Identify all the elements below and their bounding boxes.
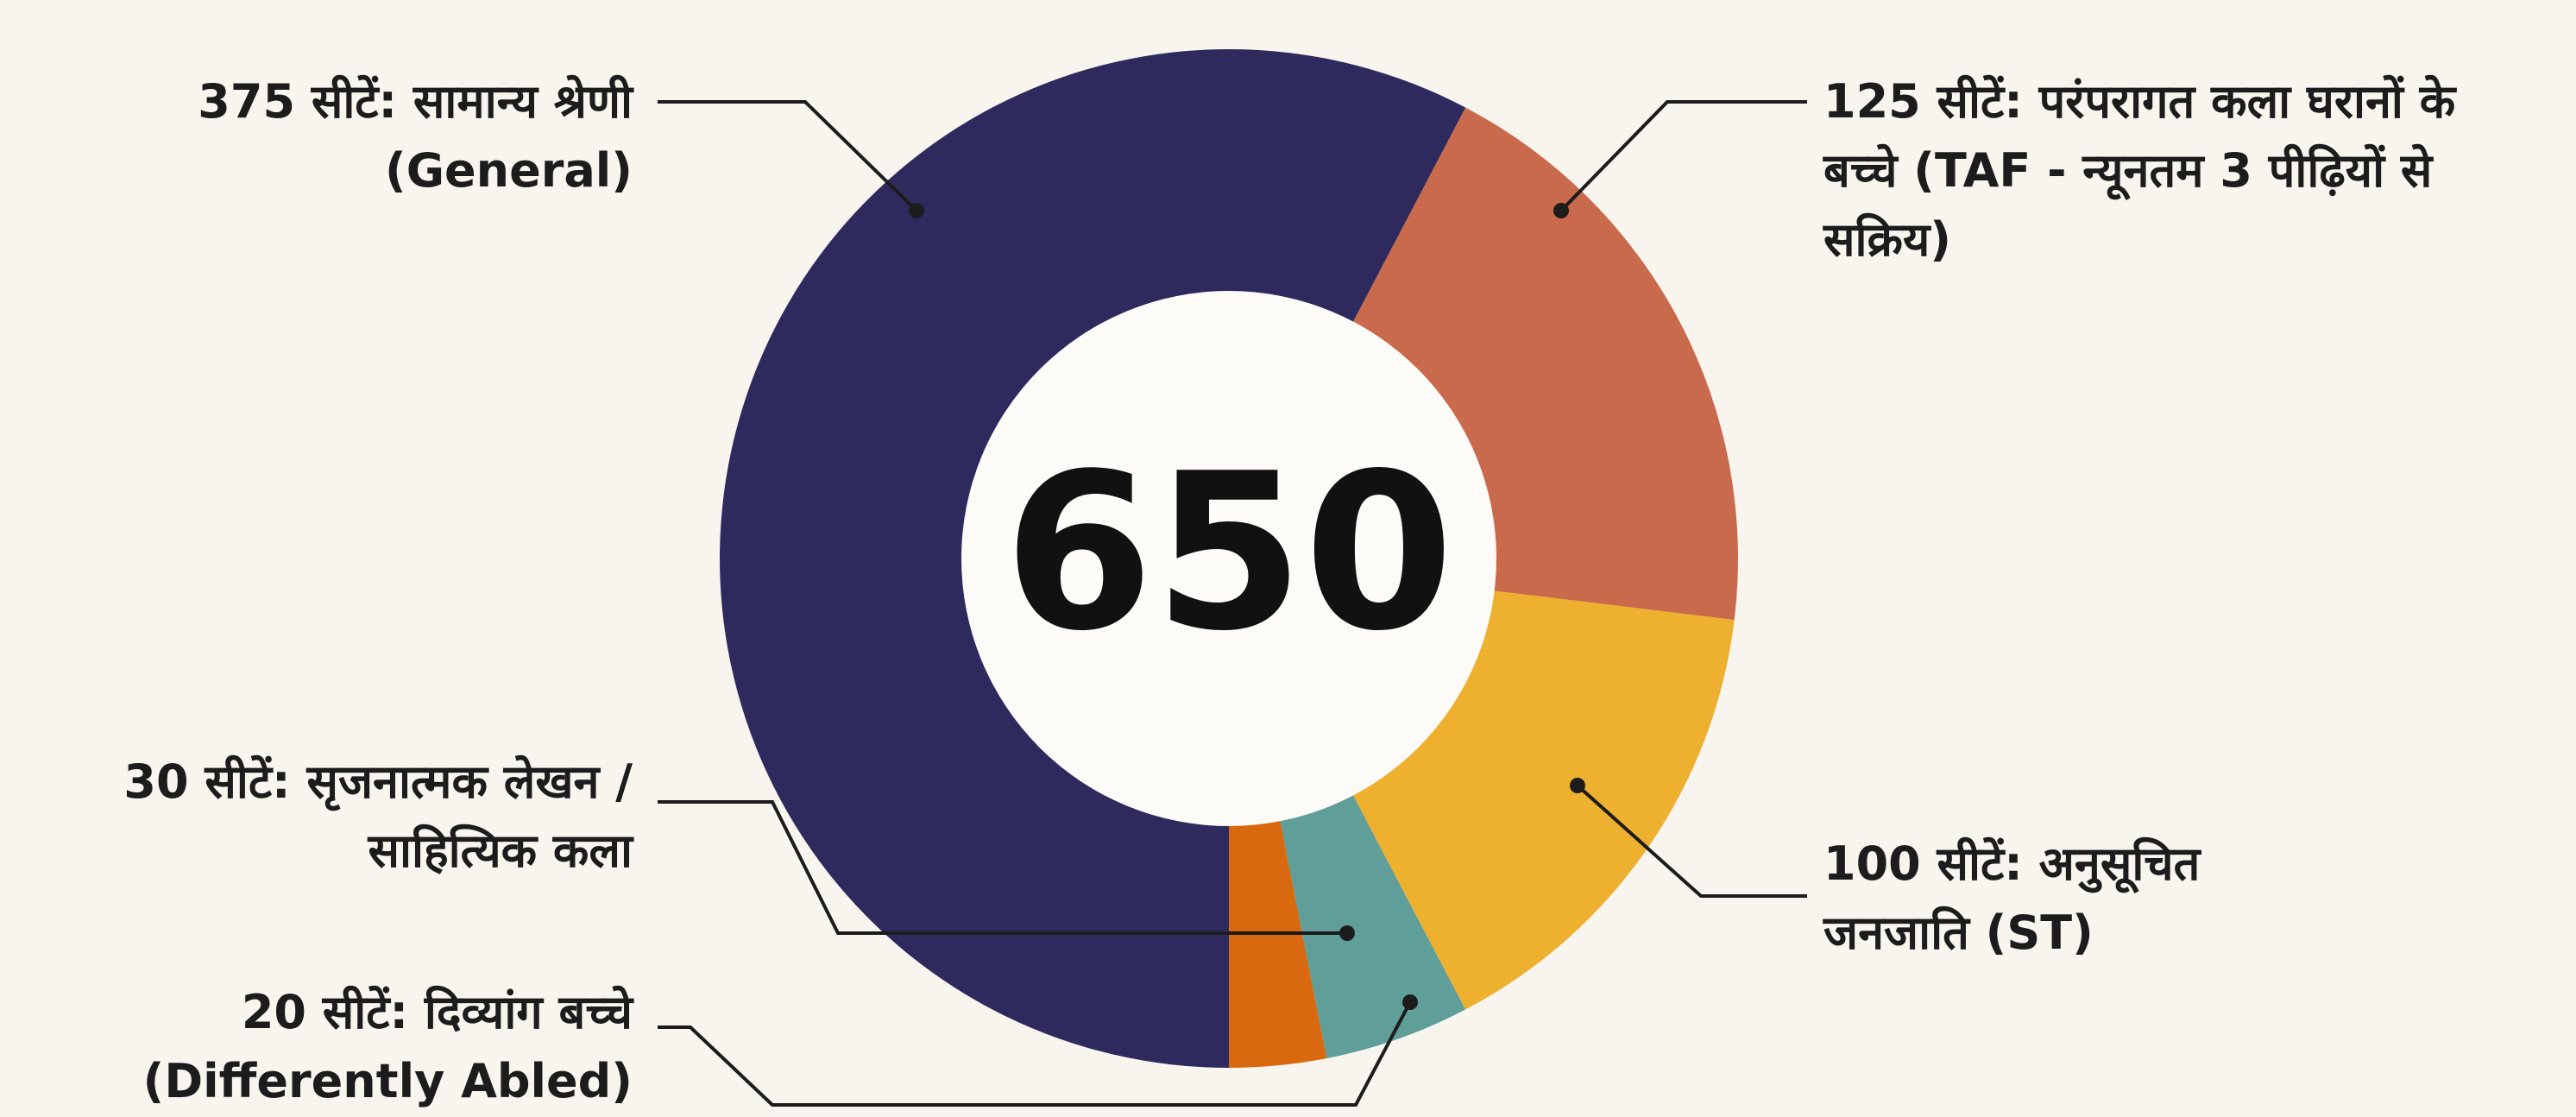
segment-label: 125 सीटें: परंपरागत कला घरानों के बच्चे … xyxy=(1823,67,2514,275)
leader-dot xyxy=(1570,778,1585,793)
center-total: 650 xyxy=(1004,427,1454,678)
page: 650 20 सीटें: दिव्यांग बच्चे (Differentl… xyxy=(0,0,2576,1117)
leader-dot xyxy=(1402,994,1418,1010)
leader-line xyxy=(1561,102,1807,211)
segment-label: 100 सीटें: अनुसूचित जनजाति (ST) xyxy=(1823,830,2307,968)
leader-dot xyxy=(909,203,924,218)
segment-label: 30 सीटें: सृजनात्मक लेखन / साहित्यिक कला xyxy=(0,748,633,886)
leader-dot xyxy=(1339,925,1355,941)
segment-label: 375 सीटें: सामान्य श्रेणी (General) xyxy=(98,67,633,205)
segment-label: 20 सीटें: दिव्यांग बच्चे (Differently Ab… xyxy=(98,978,633,1116)
leader-dot xyxy=(1553,203,1569,218)
